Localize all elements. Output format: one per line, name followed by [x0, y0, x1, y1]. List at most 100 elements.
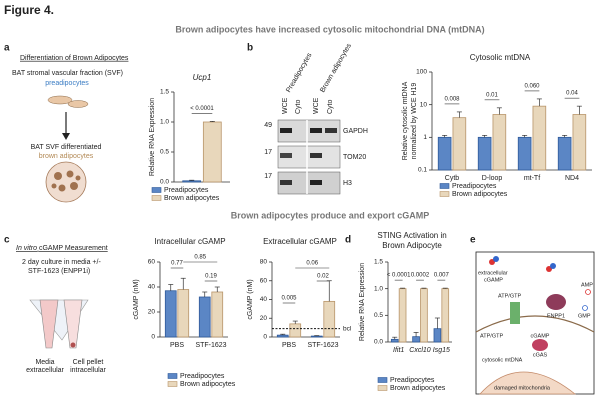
- legend-label: Preadipocytes: [180, 373, 225, 380]
- title-part: cGAMP Measurement: [39, 245, 108, 252]
- gmp-icon: [582, 305, 588, 311]
- panel-c-title: In vitro cGAMP Measurement: [16, 245, 108, 252]
- bar: [198, 296, 211, 338]
- y-tick-label: 10: [420, 101, 428, 108]
- bar: [398, 288, 407, 343]
- x-tick-label: ND4: [565, 175, 579, 182]
- legend-label: Brown adipocytes: [390, 385, 446, 392]
- blot-panel: [277, 119, 341, 143]
- lane-label: WCE: [282, 97, 289, 114]
- panel-a-text: brown adipocytes: [39, 153, 94, 160]
- y-tick-label: 1.0: [160, 119, 169, 126]
- lipid: [70, 182, 78, 190]
- y-tick-label: 0.0: [374, 339, 383, 346]
- bar: [323, 300, 336, 338]
- chart: Intracellular cGAMP cGAMP (nM) 0 20 40 60 PBS S…: [133, 237, 236, 388]
- bar: [390, 338, 399, 343]
- blot-column: Brown adipocytes: [319, 42, 353, 94]
- panel-a-text: BAT stromal vascular fraction (SVF): [12, 70, 123, 77]
- arrow-head: [62, 133, 70, 140]
- cgamp-icon: [493, 256, 499, 262]
- panel-a-text: preadipocytes: [45, 80, 89, 87]
- lipid: [51, 183, 57, 189]
- cgamp-icon: [550, 263, 556, 269]
- p-value: 0.77: [171, 261, 183, 267]
- bar: [517, 136, 532, 171]
- p-value: 0.060: [524, 83, 540, 89]
- tube-label: intracellular: [70, 367, 106, 374]
- y-axis-label: Relative RNA Expression: [149, 98, 156, 176]
- x-tick-label: STF-1623: [195, 342, 226, 349]
- diagram-label: ENPP1: [547, 313, 565, 319]
- p-value: 0.02: [317, 274, 329, 280]
- p-value: 0.85: [194, 255, 206, 261]
- y-axis-label: Relative cytosolic mtDNA: [402, 81, 409, 160]
- lipid: [66, 170, 74, 178]
- lane-label: Cyto: [295, 100, 302, 115]
- x-tick-label: PBS: [170, 342, 184, 349]
- legend-label: Preadipocytes: [390, 377, 435, 384]
- lipid: [58, 184, 66, 192]
- enpp1: [546, 294, 566, 310]
- y-axis-label: cGAMP (nM): [133, 279, 140, 319]
- y-tick-label: 0: [151, 334, 155, 341]
- x-tick-label: D-loop: [482, 175, 503, 182]
- protein: GAPDH: [343, 128, 368, 135]
- preadipocyte-cells: [47, 95, 89, 108]
- panel-c-text: STF-1623 (ENPP1i): [28, 268, 90, 275]
- diagram-label: extracellular: [478, 270, 508, 276]
- band: [325, 128, 337, 133]
- band: [280, 153, 292, 158]
- tube-label: extracellular: [26, 367, 64, 374]
- bar: [420, 288, 428, 343]
- diagram-label: ATP/GTP: [480, 333, 503, 339]
- diagram-label: cGAS: [533, 352, 548, 358]
- y-tick-label: 0.5: [160, 149, 169, 156]
- y-axis-label: normalized by WCE H19: [411, 83, 418, 160]
- lane: WCE: [313, 97, 320, 114]
- bar: [477, 136, 492, 171]
- legend-label: Preadipocytes: [164, 187, 209, 194]
- bar: [433, 328, 442, 343]
- brown-adipocyte: [45, 161, 87, 203]
- legend-swatch: [167, 381, 178, 387]
- y-tick-label: 100: [416, 69, 427, 76]
- bar: [532, 105, 547, 171]
- chart-title: Intracellular cGAMP: [154, 237, 225, 246]
- p-value: 0.0002: [411, 273, 430, 279]
- tube-label: Cell pellet: [73, 359, 104, 366]
- y-tick-label: 1.5: [160, 89, 169, 96]
- bar: [492, 114, 507, 171]
- tube-label: Media: [35, 359, 54, 366]
- diagram-label: AMP: [581, 282, 593, 288]
- reference-label: bcl: [343, 325, 352, 332]
- bar: [202, 121, 222, 183]
- chart: Extracellular cGAMP cGAMP (nM) 0 20 40 60 80 PB…: [247, 237, 352, 349]
- bar: [182, 180, 202, 183]
- pellet: [70, 342, 76, 348]
- chart-title: Extracellular cGAMP: [263, 237, 337, 246]
- p-value: 0.007: [434, 273, 450, 279]
- chart: Ucp1 Relative RNA Expression 0.0 0.5 1.0 1.5 <…: [149, 73, 230, 202]
- chart: Cytosolic mtDNA Relative cytosolic mtDNA n…: [402, 53, 592, 198]
- membrane: [475, 315, 595, 333]
- section-header: Brown adipocytes produce and export cGAM…: [231, 210, 430, 220]
- x-tick-label: STF-1623: [307, 342, 338, 349]
- x-tick-label: mt-Tf: [524, 175, 540, 182]
- cell: [47, 95, 73, 105]
- cell: [45, 161, 87, 203]
- legend-swatch: [151, 195, 162, 201]
- legend-swatch: [439, 191, 450, 197]
- x-tick-label: Ifit1: [393, 347, 404, 354]
- figure-title: Figure 4.: [4, 3, 54, 17]
- tube: [39, 299, 59, 349]
- legend-swatch: [377, 385, 388, 391]
- marker: 17: [264, 149, 272, 156]
- lane-label: Cyto: [327, 100, 334, 115]
- y-tick-label: 60: [148, 259, 156, 266]
- bar: [164, 290, 177, 338]
- bar: [177, 289, 190, 338]
- protein: TOM20: [343, 154, 366, 161]
- amp-icon: [585, 289, 591, 295]
- y-tick-label: 1.0: [374, 285, 383, 292]
